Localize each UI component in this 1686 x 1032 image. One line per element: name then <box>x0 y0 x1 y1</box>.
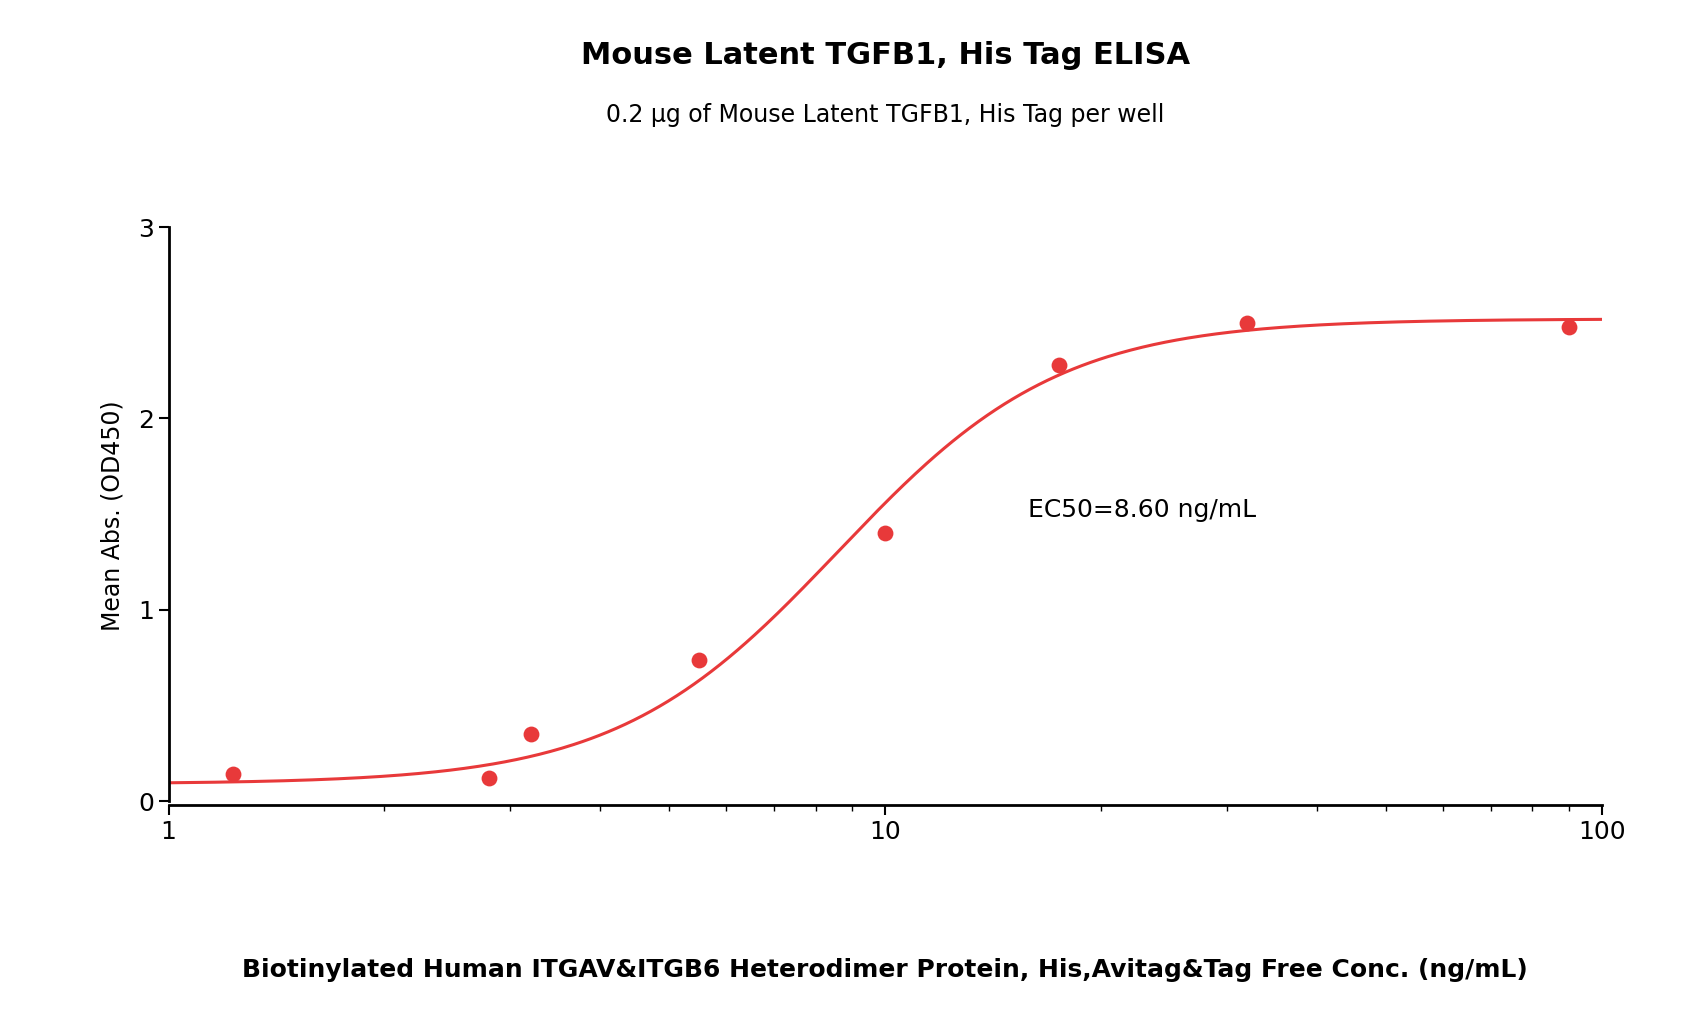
Point <box>219 766 246 782</box>
Point <box>518 725 545 742</box>
Point <box>686 651 713 668</box>
Text: EC50=8.60 ng/mL: EC50=8.60 ng/mL <box>1028 498 1256 522</box>
Text: Mouse Latent TGFB1, His Tag ELISA: Mouse Latent TGFB1, His Tag ELISA <box>580 41 1190 70</box>
Point <box>872 525 899 542</box>
Text: Biotinylated Human ITGAV&ITGB6 Heterodimer Protein, His,Avitag&Tag Free Conc. (n: Biotinylated Human ITGAV&ITGB6 Heterodim… <box>243 958 1528 982</box>
Point <box>475 770 502 786</box>
Point <box>1234 315 1261 331</box>
Point <box>1045 357 1072 374</box>
Y-axis label: Mean Abs. (OD450): Mean Abs. (OD450) <box>99 400 125 632</box>
Point <box>1556 318 1583 334</box>
Text: 0.2 μg of Mouse Latent TGFB1, His Tag per well: 0.2 μg of Mouse Latent TGFB1, His Tag pe… <box>605 103 1165 127</box>
